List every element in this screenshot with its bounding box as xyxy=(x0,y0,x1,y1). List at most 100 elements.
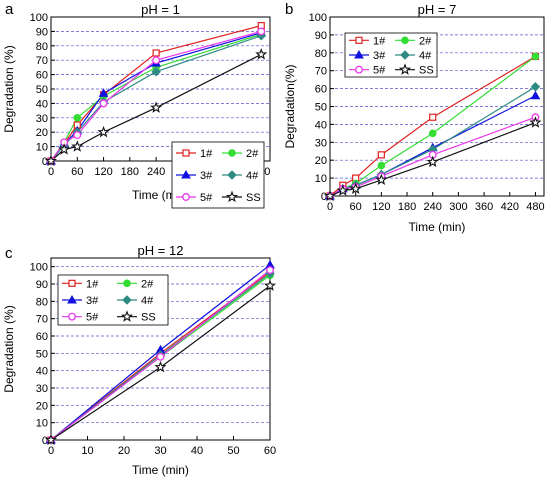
data-point xyxy=(377,151,385,159)
series-group xyxy=(44,22,268,167)
x-tick-label: 0 xyxy=(48,445,54,457)
data-point xyxy=(71,140,84,152)
x-tick-label: 60 xyxy=(264,445,276,457)
y-axis-label: Degradation(%) xyxy=(283,64,297,148)
y-tick-label: 20 xyxy=(36,127,48,139)
y-axis-label: Degradation (%) xyxy=(2,45,16,132)
data-point xyxy=(156,352,165,361)
y-tick-label: 30 xyxy=(315,137,327,149)
data-point xyxy=(530,90,541,100)
y-tick-label: 70 xyxy=(36,314,48,326)
data-point xyxy=(323,189,337,202)
y-tick-label: 40 xyxy=(36,98,48,110)
y-tick-label: 60 xyxy=(36,331,48,343)
legend-label: 5# xyxy=(200,192,213,204)
legend-marker xyxy=(182,149,190,157)
x-tick-label: 0 xyxy=(48,166,54,178)
legend-marker xyxy=(120,310,134,322)
legend-marker xyxy=(67,294,77,304)
y-tick-label: 60 xyxy=(315,84,327,96)
y-tick-label: 70 xyxy=(315,66,327,78)
data-point xyxy=(97,125,110,138)
x-tick-label: 300 xyxy=(449,201,467,213)
legend-marker xyxy=(182,193,190,201)
legend-marker xyxy=(227,170,237,180)
legend-label: 1# xyxy=(86,278,99,290)
legend-label: SS xyxy=(141,312,156,324)
x-tick-label: 360 xyxy=(475,201,493,213)
y-tick-label: 10 xyxy=(315,173,327,185)
data-point xyxy=(152,49,160,57)
y-tick-label: 20 xyxy=(36,400,48,412)
y-tick-label: 100 xyxy=(30,262,48,274)
chart-panel-c: c pH = 12 0 10 20 30 40 50 60 70 80 90 100 0 10 20 30 40 5… xyxy=(2,243,276,477)
data-point xyxy=(336,184,349,196)
y-tick-label: 10 xyxy=(36,142,48,154)
legend-marker xyxy=(228,149,236,157)
y-tick-label: 40 xyxy=(315,119,327,131)
data-point xyxy=(73,131,82,140)
legend-marker xyxy=(398,63,412,75)
data-point xyxy=(263,279,277,291)
y-tick-label: 30 xyxy=(36,113,48,125)
legend: 1# 2# 3# 4# 5# SS xyxy=(344,32,438,78)
y-tick-label: 30 xyxy=(36,383,48,395)
y-tick-label: 90 xyxy=(315,30,327,42)
x-tick-label: 240 xyxy=(147,166,165,178)
x-tick-label: 40 xyxy=(191,445,203,457)
legend-label: 3# xyxy=(86,295,99,307)
legend-label: SS xyxy=(246,192,261,204)
data-point xyxy=(44,154,58,167)
legend: 1# 2# 3# 4# 5# SS xyxy=(57,274,169,326)
legend-label: 4# xyxy=(141,295,154,307)
legend-marker xyxy=(400,50,410,60)
x-tick-label: 50 xyxy=(227,445,239,457)
y-tick-label: 10 xyxy=(36,418,48,430)
data-point xyxy=(266,266,274,275)
data-point xyxy=(154,360,167,373)
panel-letter: b xyxy=(285,1,293,18)
y-tick-label: 70 xyxy=(36,55,48,67)
y-tick-label: 40 xyxy=(36,366,48,378)
y-axis-label: Degradation (%) xyxy=(2,305,16,392)
legend-marker xyxy=(225,190,239,203)
y-tick-label: 0 xyxy=(42,156,48,168)
y-tick-label: 0 xyxy=(321,191,327,203)
x-tick-label: 240 xyxy=(424,201,442,213)
data-point xyxy=(426,155,439,168)
data-point xyxy=(428,129,437,138)
data-point xyxy=(377,161,386,170)
y-tick-label: 80 xyxy=(36,296,48,308)
y-tick-label: 20 xyxy=(315,155,327,167)
data-point xyxy=(152,56,161,65)
legend-marker xyxy=(68,279,76,287)
data-point xyxy=(257,27,266,36)
legend-marker xyxy=(401,36,409,45)
y-tick-label: 100 xyxy=(30,12,48,24)
chart-title: pH = 1 xyxy=(141,2,180,17)
y-tick-label: 80 xyxy=(315,48,327,60)
legend-label: 5# xyxy=(86,312,99,324)
x-tick-label: 420 xyxy=(501,201,519,213)
data-point xyxy=(44,433,58,446)
data-point xyxy=(375,173,388,186)
legend-marker xyxy=(354,49,364,59)
x-tick-label: 480 xyxy=(526,201,544,213)
y-tick-label: 60 xyxy=(36,70,48,82)
legend-marker xyxy=(181,169,191,179)
chart-panel-b: b pH = 7 0 10 20 30 40 50 60 70 80 90 100 0 60 120 180 24… xyxy=(283,1,545,234)
data-point xyxy=(98,88,109,97)
y-tick-label: 90 xyxy=(36,26,48,38)
legend-label: 3# xyxy=(373,50,386,62)
legend-label: 1# xyxy=(373,35,386,47)
legend-label: SS xyxy=(419,65,434,77)
y-tick-label: 80 xyxy=(36,41,48,53)
legend-marker xyxy=(122,295,132,305)
x-tick-label: 60 xyxy=(71,166,83,178)
data-point xyxy=(73,114,82,122)
legend-label: 1# xyxy=(200,148,213,160)
x-tick-label: 120 xyxy=(94,166,112,178)
data-point xyxy=(151,66,161,77)
legend-marker xyxy=(123,279,131,288)
